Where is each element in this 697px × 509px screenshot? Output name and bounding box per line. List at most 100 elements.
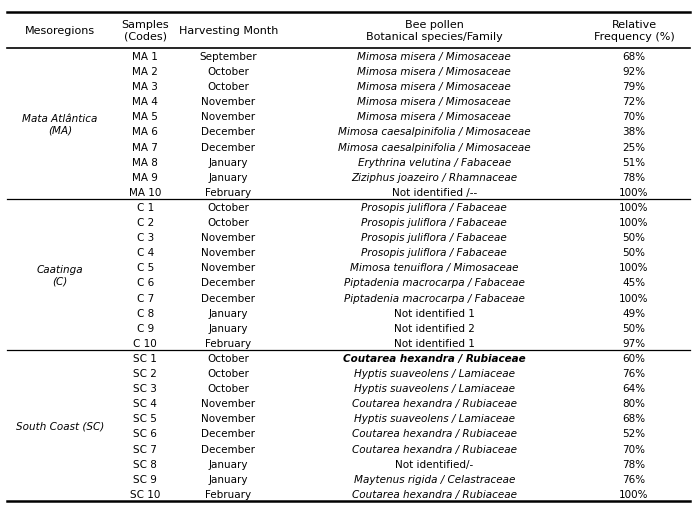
Text: SC 3: SC 3: [133, 383, 158, 393]
Text: MA 5: MA 5: [132, 112, 158, 122]
Text: November: November: [201, 112, 255, 122]
Text: December: December: [201, 278, 255, 288]
Text: Coutarea hexandra / Rubiaceae: Coutarea hexandra / Rubiaceae: [352, 399, 516, 408]
Text: October: October: [207, 203, 250, 213]
Text: 70%: 70%: [622, 444, 645, 454]
Text: December: December: [201, 143, 255, 152]
Text: Piptadenia macrocarpa / Fabaceae: Piptadenia macrocarpa / Fabaceae: [344, 278, 525, 288]
Text: Erythrina velutina / Fabaceae: Erythrina velutina / Fabaceae: [358, 157, 511, 167]
Text: 100%: 100%: [619, 203, 649, 213]
Text: January: January: [208, 173, 248, 182]
Text: Not identified 2: Not identified 2: [394, 323, 475, 333]
Text: C 8: C 8: [137, 308, 154, 318]
Text: MA 6: MA 6: [132, 127, 158, 137]
Text: 51%: 51%: [622, 157, 645, 167]
Text: MA 8: MA 8: [132, 157, 158, 167]
Text: February: February: [205, 338, 252, 348]
Text: C 1: C 1: [137, 203, 154, 213]
Text: 68%: 68%: [622, 413, 645, 423]
Text: 60%: 60%: [622, 353, 645, 363]
Text: November: November: [201, 233, 255, 243]
Text: MA 2: MA 2: [132, 67, 158, 77]
Text: MA 9: MA 9: [132, 173, 158, 182]
Text: Hyptis suaveolens / Lamiaceae: Hyptis suaveolens / Lamiaceae: [353, 369, 514, 378]
Text: 45%: 45%: [622, 278, 645, 288]
Text: January: January: [208, 157, 248, 167]
Text: SC 6: SC 6: [133, 429, 158, 439]
Text: January: January: [208, 474, 248, 484]
Text: MA 7: MA 7: [132, 143, 158, 152]
Text: SC 4: SC 4: [133, 399, 158, 408]
Text: Coutarea hexandra / Rubiaceae: Coutarea hexandra / Rubiaceae: [352, 489, 516, 499]
Text: January: January: [208, 459, 248, 469]
Text: MA 1: MA 1: [132, 52, 158, 62]
Text: Bee pollen
Botanical species/Family: Bee pollen Botanical species/Family: [366, 20, 503, 42]
Text: October: October: [207, 353, 250, 363]
Text: January: January: [208, 323, 248, 333]
Text: Relative
Frequency (%): Relative Frequency (%): [594, 20, 675, 42]
Text: 64%: 64%: [622, 383, 645, 393]
Text: MA 10: MA 10: [129, 187, 162, 197]
Text: C 10: C 10: [133, 338, 157, 348]
Text: Mimosa misera / Mimosaceae: Mimosa misera / Mimosaceae: [358, 112, 511, 122]
Text: October: October: [207, 369, 250, 378]
Text: Prosopis juliflora / Fabaceae: Prosopis juliflora / Fabaceae: [361, 203, 507, 213]
Text: February: February: [205, 489, 252, 499]
Text: C 4: C 4: [137, 248, 154, 258]
Text: C 9: C 9: [137, 323, 154, 333]
Text: C 5: C 5: [137, 263, 154, 273]
Text: November: November: [201, 399, 255, 408]
Text: Mimosa misera / Mimosaceae: Mimosa misera / Mimosaceae: [358, 52, 511, 62]
Text: 72%: 72%: [622, 97, 645, 107]
Text: 97%: 97%: [622, 338, 645, 348]
Text: October: October: [207, 82, 250, 92]
Text: 78%: 78%: [622, 173, 645, 182]
Text: Piptadenia macrocarpa / Fabaceae: Piptadenia macrocarpa / Fabaceae: [344, 293, 525, 303]
Text: Coutarea hexandra / Rubiaceae: Coutarea hexandra / Rubiaceae: [352, 429, 516, 439]
Text: SC 9: SC 9: [133, 474, 158, 484]
Text: November: November: [201, 263, 255, 273]
Text: 79%: 79%: [622, 82, 645, 92]
Text: Mimosa misera / Mimosaceae: Mimosa misera / Mimosaceae: [358, 67, 511, 77]
Text: Prosopis juliflora / Fabaceae: Prosopis juliflora / Fabaceae: [361, 248, 507, 258]
Text: Harvesting Month: Harvesting Month: [178, 26, 278, 36]
Text: 68%: 68%: [622, 52, 645, 62]
Text: 76%: 76%: [622, 474, 645, 484]
Text: SC 5: SC 5: [133, 413, 158, 423]
Text: 50%: 50%: [622, 248, 645, 258]
Text: October: October: [207, 218, 250, 228]
Text: 100%: 100%: [619, 187, 649, 197]
Text: Not identified/-: Not identified/-: [395, 459, 473, 469]
Text: Not identified 1: Not identified 1: [394, 308, 475, 318]
Text: November: November: [201, 413, 255, 423]
Text: Coutarea hexandra / Rubiaceae: Coutarea hexandra / Rubiaceae: [343, 353, 526, 363]
Text: December: December: [201, 293, 255, 303]
Text: 25%: 25%: [622, 143, 645, 152]
Text: C 2: C 2: [137, 218, 154, 228]
Text: 92%: 92%: [622, 67, 645, 77]
Text: South Coast (SC): South Coast (SC): [16, 421, 104, 431]
Text: Prosopis juliflora / Fabaceae: Prosopis juliflora / Fabaceae: [361, 233, 507, 243]
Text: November: November: [201, 97, 255, 107]
Text: C 7: C 7: [137, 293, 154, 303]
Text: 52%: 52%: [622, 429, 645, 439]
Text: December: December: [201, 444, 255, 454]
Text: Samples
(Codes): Samples (Codes): [121, 20, 169, 42]
Text: SC 7: SC 7: [133, 444, 158, 454]
Text: December: December: [201, 127, 255, 137]
Text: MA 4: MA 4: [132, 97, 158, 107]
Text: February: February: [205, 187, 252, 197]
Text: Prosopis juliflora / Fabaceae: Prosopis juliflora / Fabaceae: [361, 218, 507, 228]
Text: Mesoregions: Mesoregions: [25, 26, 95, 36]
Text: 100%: 100%: [619, 218, 649, 228]
Text: Not identified 1: Not identified 1: [394, 338, 475, 348]
Text: 80%: 80%: [622, 399, 645, 408]
Text: Mimosa caesalpinifolia / Mimosaceae: Mimosa caesalpinifolia / Mimosaceae: [338, 127, 530, 137]
Text: C 3: C 3: [137, 233, 154, 243]
Text: SC 10: SC 10: [130, 489, 160, 499]
Text: 78%: 78%: [622, 459, 645, 469]
Text: October: October: [207, 383, 250, 393]
Text: C 6: C 6: [137, 278, 154, 288]
Text: Mimosa misera / Mimosaceae: Mimosa misera / Mimosaceae: [358, 97, 511, 107]
Text: Hyptis suaveolens / Lamiaceae: Hyptis suaveolens / Lamiaceae: [353, 413, 514, 423]
